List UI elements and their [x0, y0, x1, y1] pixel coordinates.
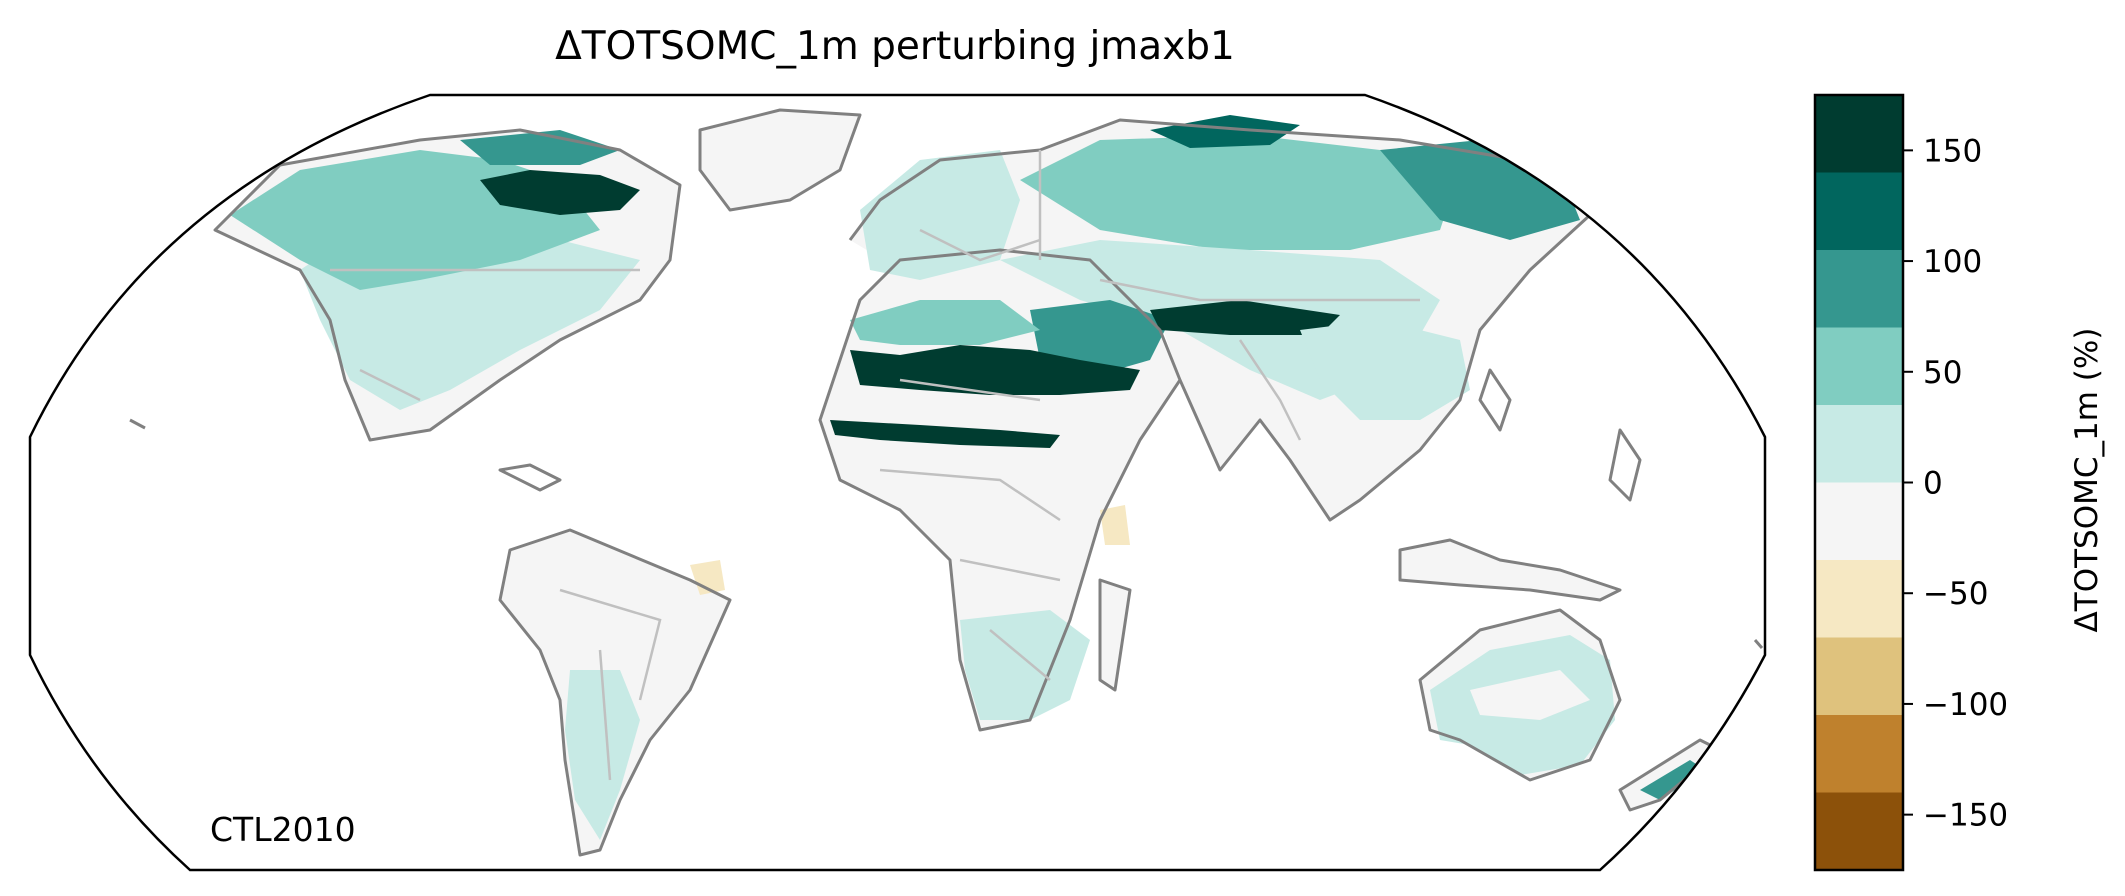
colorbar-bin-5: [1815, 482, 1903, 561]
colorbar-bin-1: [1815, 172, 1903, 251]
field-new-zealand: [1640, 760, 1705, 800]
colorbar-tick-label: −50: [1923, 576, 1988, 612]
field-canada-arctic-2: [460, 130, 620, 165]
colorbar-bin-4: [1815, 405, 1903, 483]
world-map: [28, 93, 1767, 872]
field-china: [1300, 320, 1470, 420]
colorbar-tick-label: 0: [1923, 466, 1943, 502]
colorbar-tick-label: −100: [1923, 687, 2008, 723]
country-borders: [330, 150, 1420, 781]
colorbar-bin-8: [1815, 715, 1903, 793]
field-australia-center: [1470, 670, 1590, 720]
colorbar-tick-label: 150: [1923, 133, 1982, 169]
colorbar-tick-label: 50: [1923, 355, 1962, 391]
colorbar-ticks: 150 100 50 0 −50 −100 −150: [1903, 133, 2008, 834]
delta-totsomc-field: [230, 115, 1705, 840]
globe-outline: [28, 93, 1767, 872]
field-canada-arctic: [480, 170, 640, 215]
colorbar-bin-2: [1815, 250, 1903, 328]
colorbar-bin-3: [1815, 327, 1903, 406]
colorbar-bins: [1815, 95, 1903, 871]
field-east-africa: [1100, 505, 1130, 545]
colorbar-bin-0: [1815, 95, 1903, 173]
map-annotation: CTL2010: [210, 810, 356, 849]
colorbar-bin-9: [1815, 792, 1903, 871]
field-central-asia-dark: [1150, 300, 1340, 335]
colorbar-bin-7: [1815, 637, 1903, 716]
coastlines: [129, 108, 1764, 857]
colorbar: 150 100 50 0 −50 −100 −150: [1813, 93, 2008, 872]
colorbar-tick-label: −150: [1923, 798, 2008, 834]
field-brazil-east: [690, 560, 725, 595]
colorbar-label: ΔTOTSOMC_1m (%): [2069, 327, 2105, 633]
field-south-america-south: [565, 670, 640, 840]
colorbar-tick-label: 100: [1923, 244, 1982, 280]
field-sahara-south: [830, 420, 1060, 448]
field-southern-africa: [960, 610, 1090, 720]
map-title: ΔTOTSOMC_1m perturbing jmaxb1: [555, 24, 1235, 69]
field-europe: [860, 150, 1020, 280]
field-siberia: [1020, 135, 1460, 250]
field-siberia-north: [1150, 115, 1300, 148]
field-mediterranean: [850, 300, 1040, 345]
colorbar-bin-6: [1815, 560, 1903, 638]
colorbar-label-box: ΔTOTSOMC_1m (%): [2062, 95, 2112, 865]
